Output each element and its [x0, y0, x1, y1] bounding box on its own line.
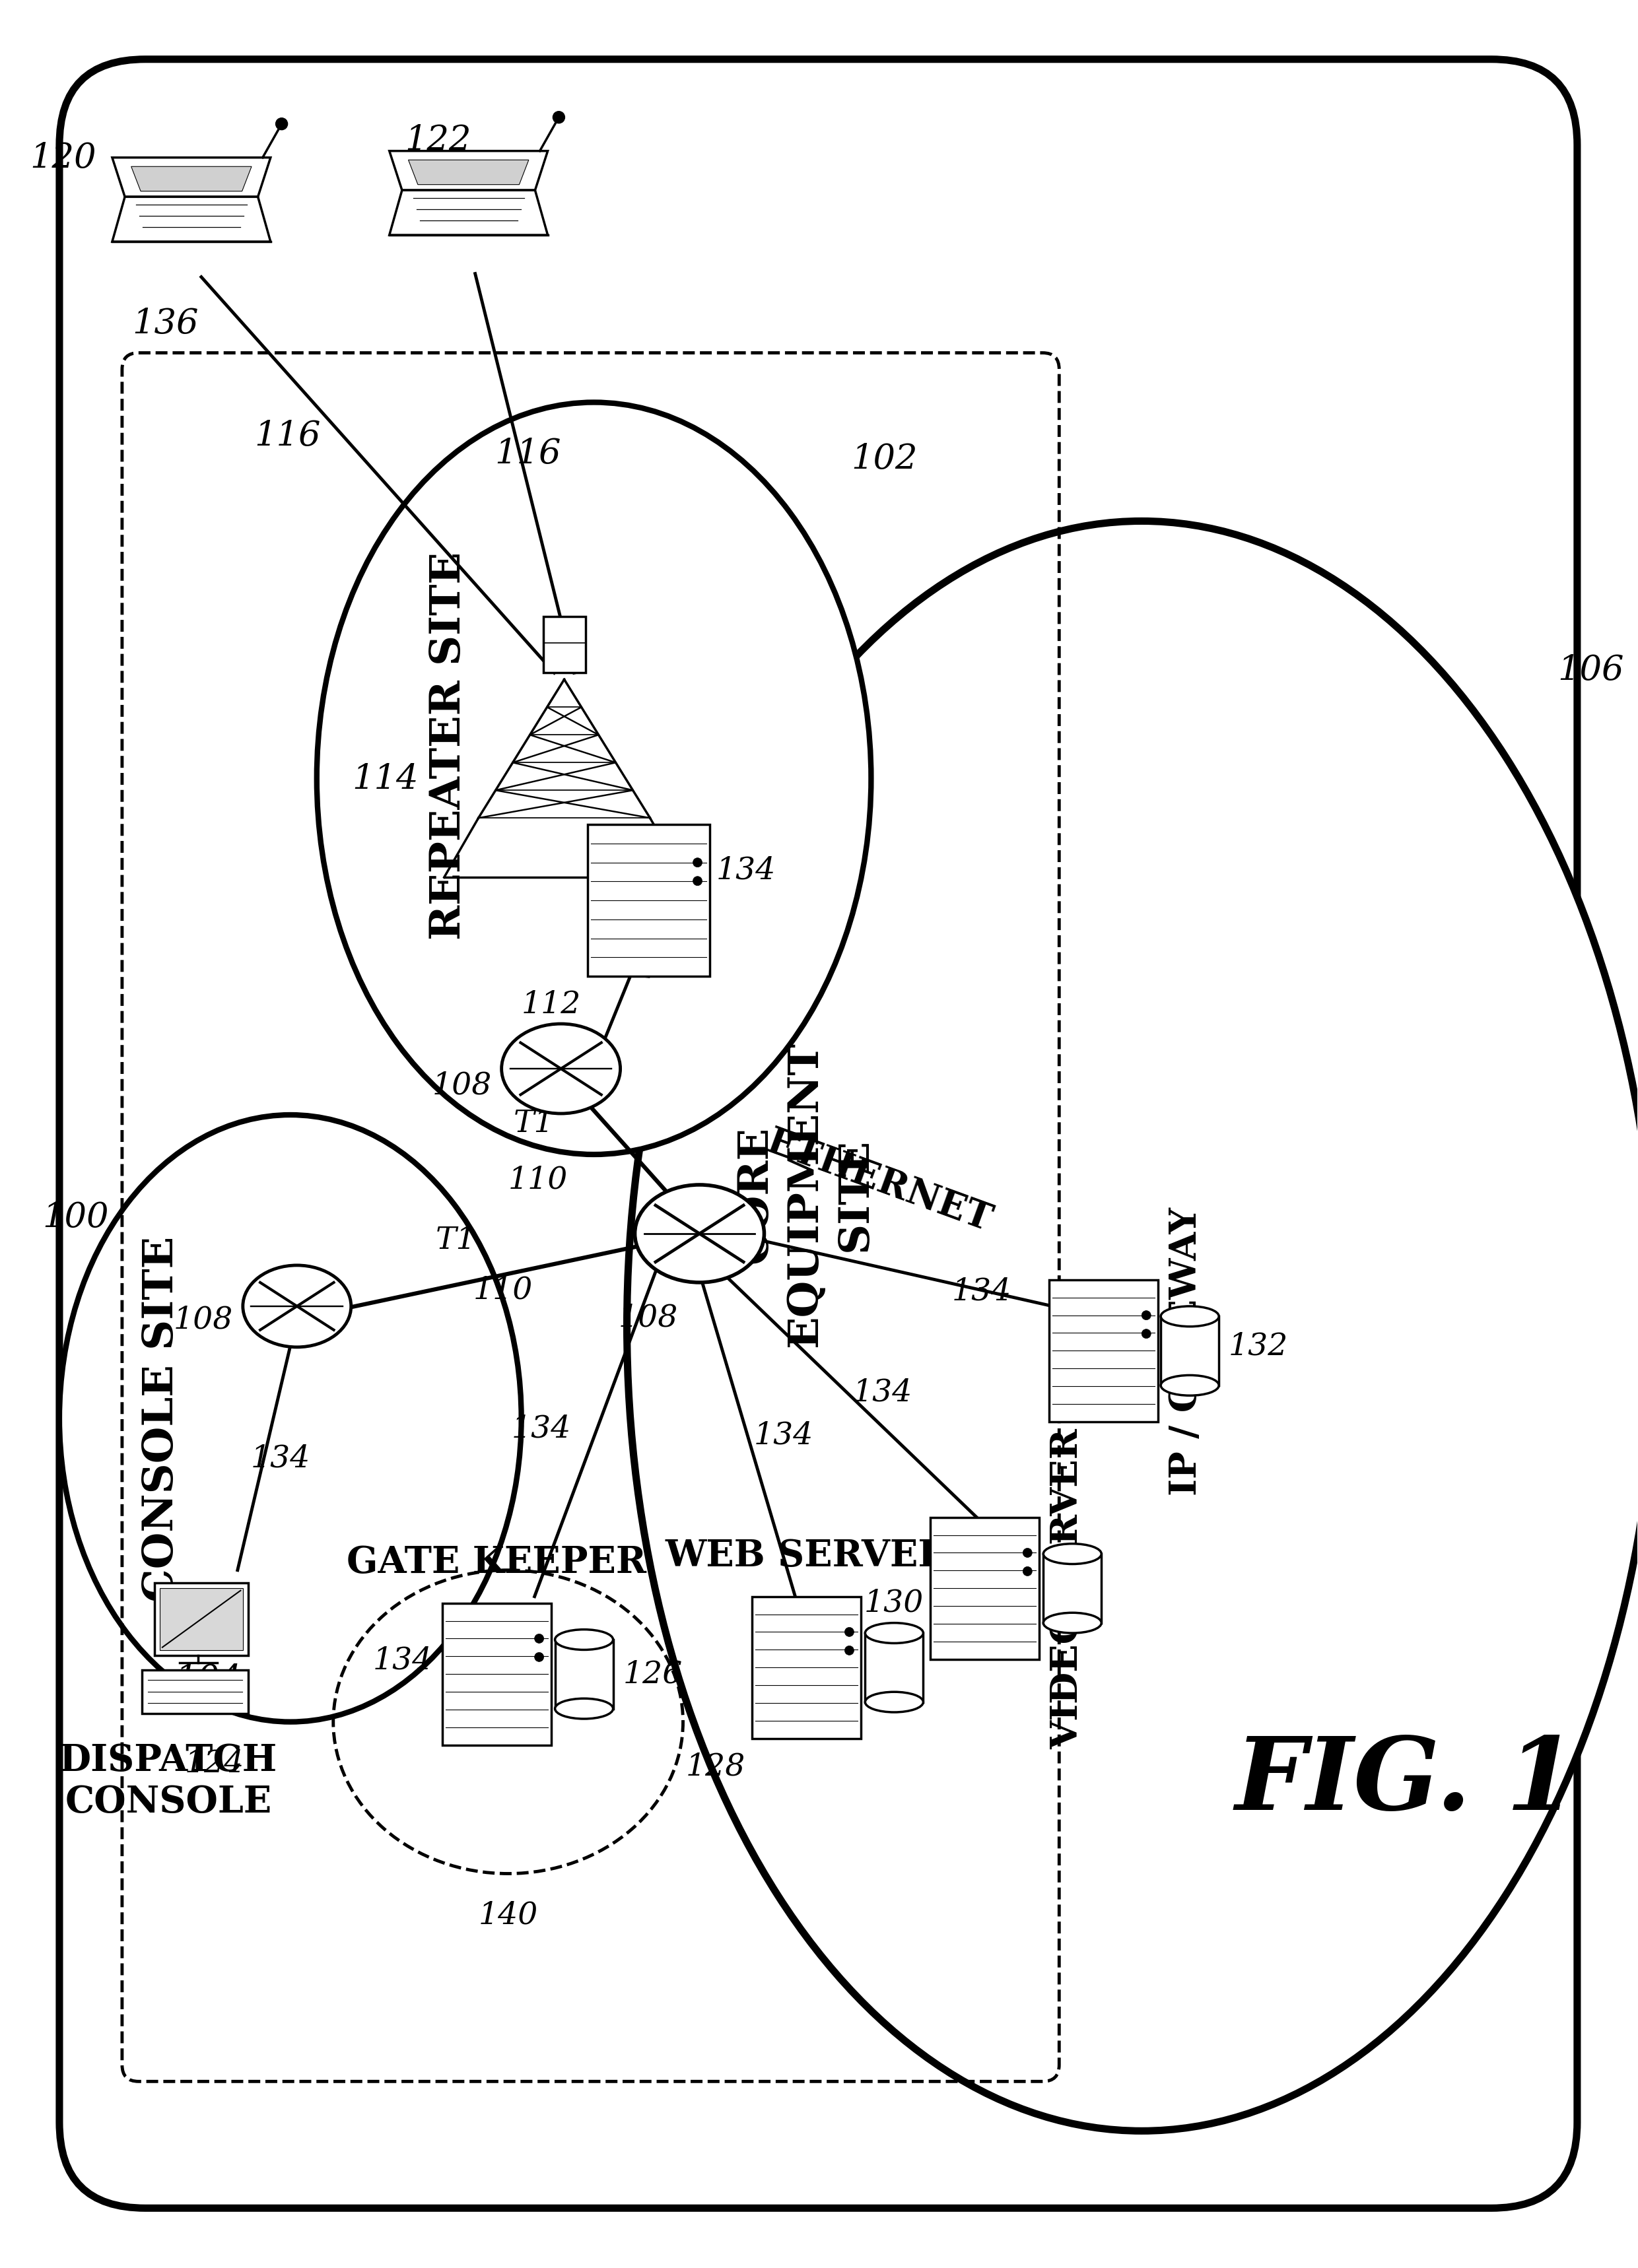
Ellipse shape — [1161, 1374, 1219, 1395]
Text: 110: 110 — [508, 1166, 567, 1195]
Text: 134: 134 — [251, 1442, 311, 1474]
Text: 126: 126 — [622, 1660, 683, 1690]
Circle shape — [1022, 1549, 1032, 1558]
Polygon shape — [408, 161, 529, 186]
Text: CONSOLE SITE: CONSOLE SITE — [141, 1236, 182, 1601]
Text: T1: T1 — [514, 1109, 554, 1139]
Text: 134: 134 — [511, 1413, 570, 1442]
Ellipse shape — [1043, 1613, 1101, 1633]
Text: 112: 112 — [521, 989, 581, 1021]
Ellipse shape — [316, 404, 871, 1154]
Text: 108: 108 — [174, 1304, 233, 1334]
Text: 134: 134 — [753, 1420, 814, 1449]
Bar — [154, 1583, 249, 1656]
Ellipse shape — [59, 1116, 521, 1721]
Bar — [865, 1633, 924, 1703]
Text: T1: T1 — [436, 1225, 477, 1254]
Text: 134: 134 — [716, 855, 776, 885]
Circle shape — [534, 1635, 544, 1644]
Ellipse shape — [501, 1025, 621, 1114]
FancyBboxPatch shape — [59, 59, 1577, 2209]
Ellipse shape — [242, 1266, 351, 1347]
Bar — [442, 1603, 550, 1744]
Ellipse shape — [865, 1624, 924, 1644]
Text: 134: 134 — [372, 1644, 432, 1676]
Text: 110: 110 — [473, 1275, 532, 1304]
Circle shape — [693, 857, 703, 869]
Text: 116: 116 — [254, 420, 321, 454]
Circle shape — [693, 878, 703, 887]
Text: CORE
EQUIPMENT
SITE: CORE EQUIPMENT SITE — [735, 1041, 875, 1347]
Bar — [555, 1640, 613, 1708]
Text: 132: 132 — [1228, 1331, 1289, 1361]
Text: 120: 120 — [29, 141, 97, 175]
Text: VIDEO SERVER: VIDEO SERVER — [1050, 1429, 1086, 1749]
Bar — [588, 826, 709, 978]
Text: 122: 122 — [405, 122, 472, 156]
Ellipse shape — [1043, 1545, 1101, 1565]
Polygon shape — [390, 152, 547, 191]
Bar — [1161, 1318, 1219, 1386]
Text: ETHERNET: ETHERNET — [762, 1123, 996, 1238]
Text: 106: 106 — [1558, 653, 1623, 687]
Circle shape — [275, 118, 288, 132]
Ellipse shape — [865, 1692, 924, 1712]
Circle shape — [845, 1647, 853, 1656]
Ellipse shape — [555, 1699, 613, 1719]
Bar — [930, 1517, 1040, 1660]
Text: GATE KEEPER: GATE KEEPER — [347, 1545, 647, 1581]
Ellipse shape — [555, 1631, 613, 1651]
Bar — [143, 1669, 249, 1712]
Bar — [159, 1588, 242, 1651]
Text: REPEATER SITE: REPEATER SITE — [429, 551, 468, 939]
Text: 104: 104 — [175, 1662, 241, 1696]
Text: 128: 128 — [686, 1751, 745, 1783]
Text: IP / GATEWAY: IP / GATEWAY — [1168, 1207, 1204, 1495]
Bar — [1050, 1279, 1158, 1422]
Text: 116: 116 — [495, 438, 562, 469]
Ellipse shape — [636, 1186, 765, 1284]
Text: 114: 114 — [352, 762, 418, 796]
Circle shape — [1142, 1329, 1152, 1338]
Polygon shape — [390, 191, 547, 236]
Text: FIG. 1: FIG. 1 — [1235, 1733, 1576, 1830]
Ellipse shape — [1161, 1306, 1219, 1327]
Bar — [752, 1597, 862, 1740]
Text: 108: 108 — [432, 1070, 491, 1100]
Text: DISPATCH
CONSOLE: DISPATCH CONSOLE — [59, 1742, 277, 1819]
Text: 140: 140 — [478, 1901, 537, 1930]
Bar — [544, 617, 585, 674]
Text: 136: 136 — [133, 306, 198, 340]
Text: WEB SERVER: WEB SERVER — [665, 1538, 948, 1574]
Polygon shape — [111, 159, 270, 197]
Bar — [1043, 1554, 1101, 1624]
Polygon shape — [111, 197, 270, 243]
Text: 134: 134 — [952, 1277, 1011, 1306]
Text: 124: 124 — [185, 1749, 244, 1778]
Text: 130: 130 — [865, 1588, 924, 1617]
Ellipse shape — [627, 522, 1638, 2132]
Polygon shape — [131, 168, 252, 193]
Circle shape — [554, 111, 565, 125]
Text: 102: 102 — [852, 442, 917, 476]
Circle shape — [534, 1653, 544, 1662]
Text: 134: 134 — [853, 1377, 912, 1406]
Circle shape — [1022, 1567, 1032, 1576]
Circle shape — [845, 1628, 853, 1637]
Circle shape — [1142, 1311, 1152, 1320]
Text: 108: 108 — [618, 1302, 678, 1331]
Text: 100: 100 — [43, 1200, 108, 1234]
